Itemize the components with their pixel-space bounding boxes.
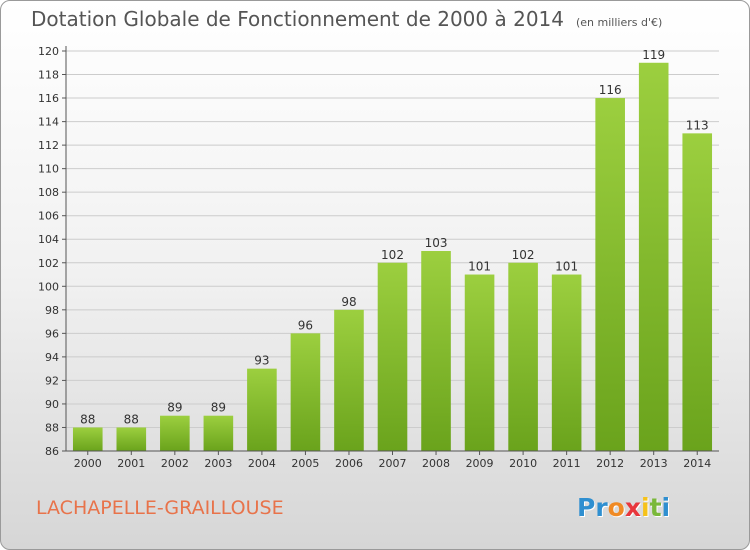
y-tick-label: 120: [38, 45, 59, 58]
bar: [595, 98, 625, 451]
bar-value-label: 116: [599, 83, 622, 97]
x-tick-label: 2004: [248, 457, 276, 470]
y-tick-label: 118: [38, 69, 59, 82]
x-tick-label: 2007: [379, 457, 407, 470]
chart-title: Dotation Globale de Fonctionnement de 20…: [31, 7, 564, 31]
x-tick-label: 2002: [161, 457, 189, 470]
bar-value-label: 101: [555, 260, 578, 274]
x-tick-label: 2001: [117, 457, 145, 470]
bar: [72, 427, 103, 451]
y-tick-label: 88: [45, 421, 59, 434]
y-tick-label: 116: [38, 92, 59, 105]
logo-letter: t: [649, 493, 662, 522]
x-tick-label: 2003: [204, 457, 232, 470]
bar: [421, 251, 451, 451]
bar: [464, 274, 495, 451]
bar-value-label: 119: [642, 48, 665, 62]
x-tick-label: 2011: [553, 457, 581, 470]
bar: [247, 368, 277, 451]
y-tick-label: 104: [38, 233, 59, 246]
bar-value-label: 89: [211, 401, 226, 415]
unit-note: (en milliers d'€): [576, 16, 663, 29]
y-tick-label: 114: [38, 116, 59, 129]
x-tick-label: 2008: [422, 457, 450, 470]
bar: [334, 309, 364, 451]
x-tick-label: 2012: [596, 457, 624, 470]
logo-letter: i: [641, 493, 650, 522]
logo-letter: i: [661, 493, 671, 522]
y-tick-label: 100: [38, 280, 59, 293]
bar: [508, 262, 538, 451]
x-tick-label: 2000: [74, 457, 102, 470]
bar-value-label: 102: [381, 248, 404, 262]
bar: [638, 62, 669, 451]
bar-value-label: 98: [341, 295, 356, 309]
bar-value-label: 101: [468, 260, 491, 274]
bar-value-label: 113: [686, 118, 709, 132]
bar-value-label: 103: [425, 236, 448, 250]
bar-value-label: 93: [254, 354, 269, 368]
y-tick-label: 92: [45, 374, 59, 387]
logo-letter: r: [595, 493, 608, 522]
x-tick-label: 2005: [291, 457, 319, 470]
bar-value-label: 102: [512, 248, 535, 262]
bar: [203, 415, 234, 451]
bar: [160, 415, 190, 451]
bar: [290, 333, 321, 451]
y-tick-label: 108: [38, 186, 59, 199]
bar-value-label: 96: [298, 318, 313, 332]
logo-letter: o: [607, 493, 625, 522]
x-tick-label: 2014: [683, 457, 711, 470]
bar-value-label: 88: [80, 412, 95, 426]
x-tick-label: 2013: [640, 457, 668, 470]
y-tick-label: 98: [45, 304, 59, 317]
x-tick-label: 2006: [335, 457, 363, 470]
y-tick-label: 106: [38, 210, 59, 223]
bar: [682, 133, 713, 451]
bar-value-label: 89: [167, 401, 182, 415]
logo-letter: P: [577, 493, 596, 522]
y-tick-label: 94: [45, 351, 59, 364]
bar: [551, 274, 582, 451]
y-tick-label: 86: [45, 445, 59, 458]
bar-value-label: 88: [124, 412, 139, 426]
y-tick-label: 112: [38, 139, 59, 152]
title-row: Dotation Globale de Fonctionnement de 20…: [31, 7, 662, 31]
y-tick-label: 96: [45, 327, 59, 340]
y-tick-label: 110: [38, 163, 59, 176]
x-tick-label: 2009: [466, 457, 494, 470]
axes: 86 88 90 92 94 96 98 100 102 104 106 108 110 112 114 11…: [38, 45, 719, 470]
y-tick-label: 90: [45, 398, 59, 411]
bar: [377, 262, 408, 451]
bars: 88 88 89 89 93 96 98 102 103 101 102 101 116 119 113: [72, 48, 713, 451]
y-tick-label: 102: [38, 257, 59, 270]
bar: [116, 427, 147, 451]
logo-letter: x: [624, 493, 641, 522]
x-tick-label: 2010: [509, 457, 537, 470]
proxiti-logo: Proxiti: [577, 493, 670, 522]
commune-name: LACHAPELLE-GRAILLOUSE: [36, 497, 284, 519]
